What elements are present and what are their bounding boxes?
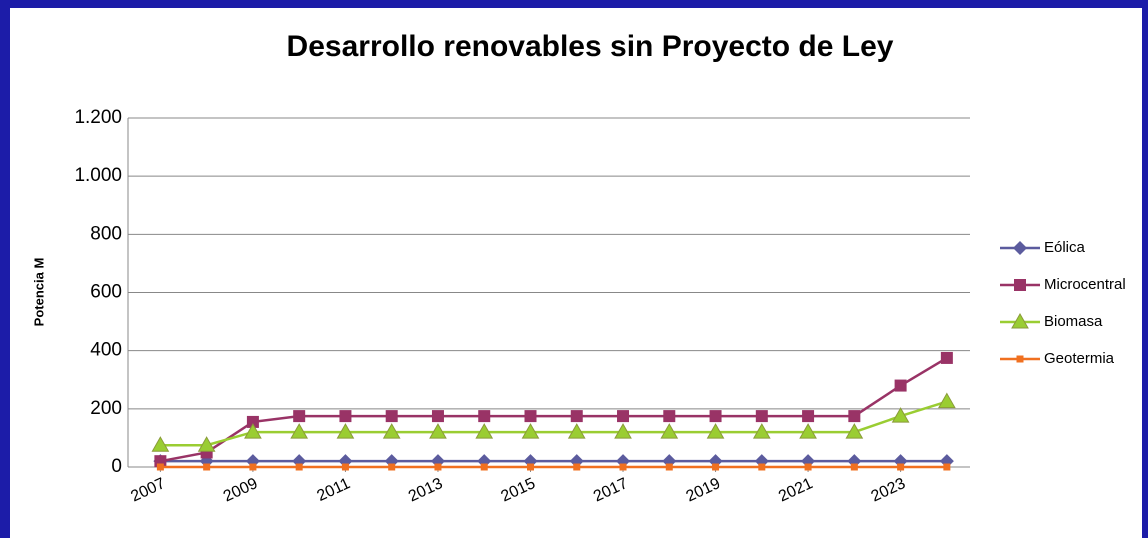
chart-background bbox=[10, 8, 1142, 538]
y-tick-label: 800 bbox=[90, 223, 122, 244]
data-point bbox=[434, 463, 442, 471]
data-point bbox=[614, 423, 632, 439]
y-tick-label: 1.000 bbox=[74, 165, 122, 186]
legend-marker bbox=[1011, 312, 1029, 329]
data-point bbox=[706, 423, 725, 439]
data-point bbox=[526, 463, 534, 471]
y-tick-label: 400 bbox=[90, 340, 122, 361]
legend-label: Biomasa bbox=[1044, 313, 1103, 330]
chart-title: Desarrollo renovables sin Proyecto de Le… bbox=[287, 30, 894, 63]
data-point bbox=[758, 463, 766, 471]
data-point bbox=[151, 436, 170, 452]
data-point bbox=[197, 436, 216, 452]
legend-label: Geotermia bbox=[1044, 350, 1115, 367]
data-point bbox=[382, 423, 401, 439]
data-point bbox=[341, 463, 349, 471]
legend-label: Eólica bbox=[1044, 239, 1086, 256]
data-point bbox=[570, 410, 583, 423]
data-point bbox=[521, 423, 540, 439]
data-point bbox=[894, 379, 907, 392]
y-tick-label: 200 bbox=[90, 398, 122, 419]
legend-marker bbox=[1014, 279, 1026, 291]
y-tick-label: 1.200 bbox=[74, 107, 122, 128]
data-point bbox=[804, 463, 812, 471]
data-point bbox=[712, 463, 720, 471]
data-point bbox=[573, 463, 581, 471]
y-axis-label: Potencia M bbox=[31, 258, 46, 327]
data-point bbox=[802, 410, 815, 423]
data-point bbox=[660, 423, 679, 439]
data-point bbox=[246, 415, 259, 428]
y-tick-label: 600 bbox=[90, 282, 122, 303]
legend-label: Microcentral bbox=[1044, 276, 1126, 293]
data-point bbox=[567, 423, 586, 439]
data-point bbox=[293, 410, 306, 423]
data-point bbox=[156, 463, 164, 471]
data-point bbox=[203, 463, 211, 471]
legend-marker bbox=[1013, 241, 1027, 255]
data-point bbox=[940, 351, 953, 364]
data-point bbox=[665, 463, 673, 471]
data-point bbox=[663, 410, 676, 423]
data-point bbox=[385, 410, 398, 423]
legend-marker bbox=[1016, 355, 1024, 363]
series-line bbox=[160, 400, 948, 447]
data-point bbox=[339, 410, 352, 423]
data-point bbox=[938, 392, 956, 409]
data-point bbox=[943, 463, 951, 471]
data-point bbox=[848, 410, 861, 423]
data-point bbox=[480, 463, 488, 471]
data-point bbox=[850, 463, 858, 471]
data-point bbox=[755, 410, 768, 423]
data-point bbox=[478, 410, 491, 423]
data-point bbox=[249, 463, 257, 471]
data-point bbox=[891, 407, 910, 423]
data-point bbox=[290, 423, 309, 439]
data-point bbox=[799, 423, 817, 439]
data-point bbox=[475, 423, 494, 439]
data-point bbox=[619, 463, 627, 471]
data-point bbox=[897, 463, 905, 471]
series-line bbox=[160, 356, 948, 463]
data-point bbox=[244, 423, 262, 439]
data-point bbox=[709, 410, 722, 423]
data-point bbox=[295, 463, 303, 471]
data-point bbox=[752, 423, 771, 439]
data-point bbox=[429, 423, 447, 439]
data-point bbox=[388, 463, 396, 471]
y-tick-label: 0 bbox=[111, 456, 122, 477]
data-point bbox=[524, 410, 537, 423]
data-point bbox=[431, 410, 444, 423]
data-point bbox=[845, 423, 864, 439]
data-point bbox=[336, 423, 355, 439]
data-point bbox=[617, 410, 630, 423]
